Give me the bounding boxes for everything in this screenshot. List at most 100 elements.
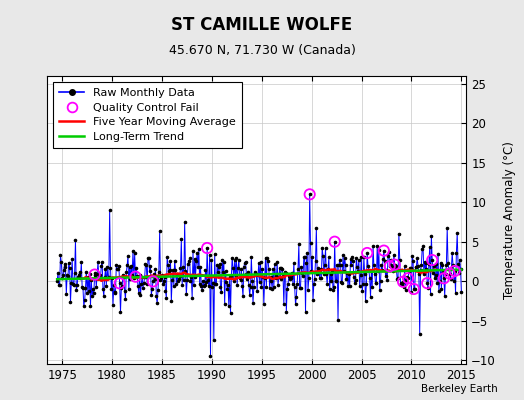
- Point: [316, 266, 325, 272]
- Point: [104, 274, 112, 281]
- Point: [355, 282, 364, 289]
- Point: [228, 254, 236, 261]
- Point: [365, 267, 373, 273]
- Point: [98, 259, 106, 265]
- Point: [219, 269, 227, 275]
- Point: [345, 271, 353, 278]
- Point: [335, 257, 344, 264]
- Point: [300, 254, 308, 260]
- Point: [95, 272, 104, 278]
- Point: [313, 271, 321, 278]
- Point: [345, 283, 354, 289]
- Point: [81, 285, 90, 292]
- Point: [225, 274, 234, 280]
- Point: [290, 260, 298, 266]
- Point: [132, 264, 140, 271]
- Point: [95, 274, 103, 280]
- Point: [239, 293, 247, 300]
- Point: [160, 274, 169, 280]
- Point: [166, 266, 174, 273]
- Point: [136, 292, 145, 299]
- Point: [377, 262, 386, 268]
- Point: [142, 262, 150, 268]
- Point: [249, 300, 257, 306]
- Point: [363, 250, 372, 256]
- Point: [191, 274, 200, 280]
- Point: [411, 264, 420, 270]
- Point: [85, 271, 94, 277]
- Point: [114, 266, 122, 272]
- Point: [427, 290, 435, 297]
- Point: [290, 284, 299, 290]
- Point: [236, 277, 245, 283]
- Point: [451, 268, 459, 274]
- Point: [358, 288, 366, 294]
- Point: [445, 270, 454, 277]
- Point: [66, 299, 74, 305]
- Point: [109, 302, 117, 308]
- Point: [61, 264, 70, 270]
- Point: [56, 282, 64, 288]
- Point: [216, 284, 225, 290]
- Point: [281, 270, 290, 276]
- Point: [273, 258, 281, 265]
- Point: [307, 240, 315, 247]
- Point: [294, 241, 303, 248]
- Point: [340, 268, 348, 274]
- Point: [62, 291, 71, 297]
- Point: [117, 285, 126, 292]
- Point: [457, 289, 465, 295]
- Point: [74, 274, 82, 280]
- Point: [241, 259, 249, 266]
- Point: [122, 269, 130, 275]
- Point: [214, 269, 222, 275]
- Point: [245, 282, 253, 288]
- Point: [350, 274, 358, 280]
- Point: [437, 286, 445, 292]
- Point: [57, 259, 66, 265]
- Point: [107, 286, 115, 292]
- Point: [258, 266, 266, 272]
- Point: [70, 270, 79, 276]
- Point: [58, 274, 67, 281]
- Point: [449, 262, 457, 268]
- Point: [227, 273, 235, 280]
- Point: [182, 291, 191, 298]
- Point: [103, 264, 111, 271]
- Point: [280, 301, 288, 307]
- Point: [413, 255, 421, 261]
- Point: [177, 236, 185, 242]
- Point: [195, 280, 204, 287]
- Point: [361, 271, 369, 277]
- Point: [121, 296, 129, 302]
- Point: [194, 246, 203, 252]
- Point: [300, 254, 309, 260]
- Point: [172, 281, 180, 287]
- Point: [314, 265, 322, 272]
- Point: [96, 275, 105, 281]
- Point: [176, 273, 184, 280]
- Point: [329, 287, 337, 294]
- Point: [331, 238, 339, 245]
- Point: [132, 274, 140, 280]
- Point: [288, 270, 297, 276]
- Point: [106, 264, 115, 271]
- Point: [78, 284, 86, 290]
- Point: [450, 278, 458, 284]
- Point: [225, 303, 233, 310]
- Point: [163, 254, 171, 260]
- Point: [79, 285, 87, 291]
- Point: [304, 274, 313, 281]
- Point: [380, 258, 389, 265]
- Point: [139, 279, 148, 286]
- Point: [174, 276, 183, 282]
- Point: [141, 261, 150, 267]
- Point: [148, 286, 156, 292]
- Point: [410, 286, 418, 292]
- Point: [310, 281, 318, 287]
- Point: [138, 274, 146, 280]
- Point: [454, 260, 462, 267]
- Point: [247, 254, 256, 261]
- Point: [94, 259, 102, 265]
- Point: [260, 301, 268, 307]
